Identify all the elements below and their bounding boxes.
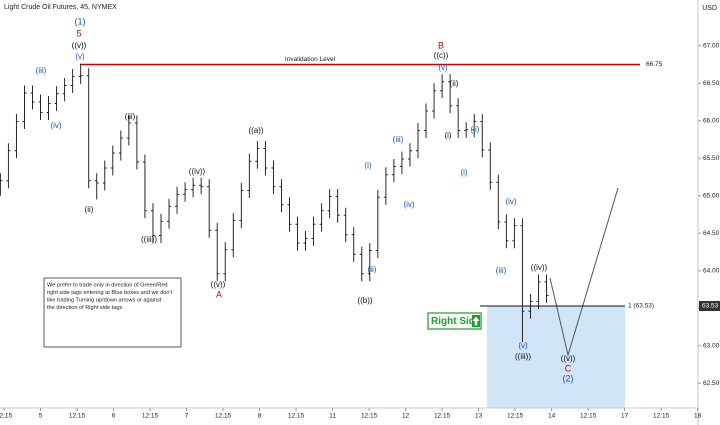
price-level-label: 1 (63.53) [628, 303, 654, 310]
y-tick-label: 63.00 [703, 342, 720, 349]
y-tick-label: 65.00 [703, 192, 720, 199]
wave-label: ((b)) [357, 296, 372, 305]
wave-label: ((iv)) [189, 167, 206, 176]
x-tick-label: 17 [621, 413, 629, 420]
y-tick-label: 66.50 [703, 80, 720, 87]
last-price-label: 63.53 [702, 303, 719, 310]
wave-label: ((c)) [434, 51, 449, 60]
wave-label: ((v)) [72, 41, 87, 50]
wave-label: (v) [75, 52, 85, 61]
x-tick-label: 12:15 [215, 413, 232, 420]
wave-label: (i) [444, 131, 451, 140]
wave-label: ((iii)) [515, 352, 531, 361]
x-tick-label: 12:15 [288, 413, 305, 420]
currency: USD [702, 5, 717, 12]
wave-label: C [565, 363, 572, 373]
wave-label: ((v)) [561, 354, 576, 363]
note-line: like trading Turning up/down arrows or a… [47, 297, 162, 303]
x-tick-label: 12:15 [0, 413, 13, 420]
note-line: We prefer to trade only in direction of … [47, 282, 168, 288]
wave-label: (2) [563, 373, 574, 383]
x-tick-label: 5 [39, 413, 43, 420]
wave-label: (v) [518, 341, 528, 350]
wave-label: B [438, 40, 444, 50]
wave-label: (iii) [125, 112, 136, 121]
x-tick-label: 12:15 [580, 413, 597, 420]
wave-label: ((a)) [248, 126, 263, 135]
wave-label: ((v)) [211, 280, 226, 289]
wave-label: ((iii)) [141, 235, 157, 244]
note-line: the direction of Right side tags [47, 305, 122, 311]
wave-label: (v) [438, 63, 448, 72]
note-box [43, 277, 182, 348]
x-tick-label: 12 [402, 413, 410, 420]
x-tick-label: 12:15 [361, 413, 378, 420]
invalidation-text: Invalidation Level [285, 56, 336, 63]
projection-path [549, 187, 619, 357]
wave-label: (iv) [505, 197, 516, 206]
x-tick-label: 12:15 [653, 413, 670, 420]
wave-label: (1) [75, 16, 86, 26]
x-tick-label: 12:15 [69, 413, 86, 420]
y-tick-label: 64.00 [703, 267, 720, 274]
x-tick-label: 14 [548, 413, 556, 420]
wave-label: ((iv)) [531, 263, 548, 272]
y-tick-label: 62.50 [703, 380, 720, 387]
last-price-box [699, 301, 720, 311]
y-tick-label: 65.50 [703, 155, 720, 162]
wave-label: A [216, 289, 222, 299]
wave-label: (ii) [450, 79, 459, 88]
wave-label: (iv) [403, 200, 414, 209]
x-tick-label: 6 [112, 413, 116, 420]
wave-label: (i) [460, 168, 467, 177]
right-side-text: Right Side [431, 316, 481, 327]
chart-title: Light Crude Oil Futures, 45, NYMEX [4, 4, 117, 11]
x-tick-label: 12:15 [434, 413, 451, 420]
wave-label: (i) [364, 161, 371, 170]
wave-label: (iii) [393, 135, 404, 144]
wave-label: 5 [76, 28, 81, 38]
x-tick-label: 8 [258, 413, 262, 420]
wave-label: (ii) [85, 205, 94, 214]
wave-label: (ii) [471, 125, 480, 134]
note-line: right side tags entering at Blue boxes a… [47, 290, 173, 296]
wave-label: (iii) [36, 66, 47, 75]
invalidation-price: 66.75 [646, 61, 663, 68]
wave-label: (iii) [496, 266, 507, 275]
right-side-tag [427, 312, 482, 330]
wave-label: (iv) [50, 121, 61, 130]
y-tick-label: 64.50 [703, 230, 720, 237]
x-tick-label: 7 [185, 413, 189, 420]
y-tick-label: 67.00 [703, 42, 720, 49]
x-tick-label: 11 [329, 413, 336, 420]
x-tick-label: 12:15 [142, 413, 159, 420]
x-tick-label: 12:15 [507, 413, 524, 420]
x-tick-label: 13 [475, 413, 483, 420]
blue-box [487, 306, 625, 408]
y-tick-label: 66.00 [703, 117, 720, 124]
x-tick-label: 18 [694, 413, 702, 420]
up-arrow [472, 316, 480, 326]
wave-label: (ii) [368, 265, 377, 274]
